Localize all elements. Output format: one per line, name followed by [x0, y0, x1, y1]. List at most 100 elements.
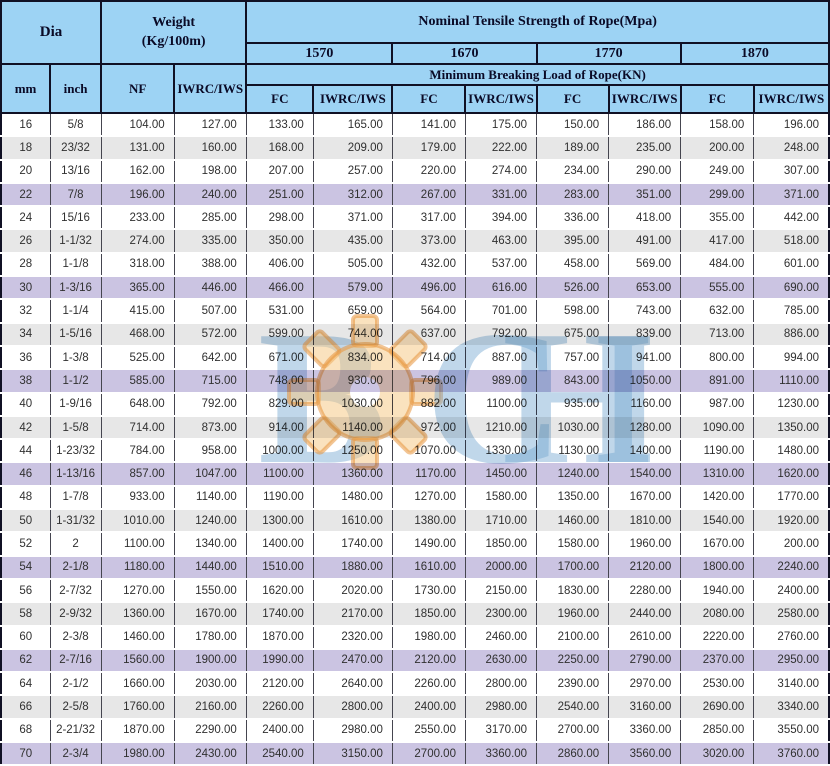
load-1770-iwrc-cell: 1810.00: [608, 509, 682, 534]
weight-iwrc-cell: 1240.00: [174, 509, 247, 534]
load-1770-iwrc-cell: 3560.00: [608, 742, 682, 766]
load-1770-iwrc-cell: 290.00: [608, 159, 682, 184]
dia-mm-cell: 62: [1, 648, 51, 674]
load-1670-iwrc-cell: 2150.00: [465, 578, 538, 604]
load-1870-iwrc-cell: 994.00: [753, 345, 830, 371]
dia-inch-cell: 2-21/32: [50, 718, 102, 744]
dia-mm-cell: 40: [1, 392, 51, 417]
load-1770-iwrc-cell: 2120.00: [608, 555, 682, 580]
table-row: 50 1-31/32 1010.00 1240.00 1300.00 1610.00 138…: [1, 509, 830, 534]
load-1870-iwrc-cell: 248.00: [753, 136, 830, 161]
table-row: 58 2-9/32 1360.00 1670.00 1740.00 2170.00 1850…: [1, 602, 830, 627]
load-1670-fc-cell: 714.00: [392, 345, 466, 371]
load-1670-iwrc-cell: 2980.00: [465, 695, 538, 720]
dia-mm-cell: 28: [1, 252, 51, 278]
load-1870-fc-cell: 1670.00: [680, 532, 755, 557]
table-row: 64 2-1/2 1660.00 2030.00 2120.00 2640.00 2260.…: [1, 672, 830, 697]
weight-iwrc-cell: 1670.00: [174, 602, 247, 627]
load-1870-fc-cell: 249.00: [680, 159, 755, 184]
load-1870-fc-cell: 200.00: [680, 136, 755, 161]
load-1870-iwrc-cell: 2400.00: [753, 578, 830, 604]
load-1670-fc-cell: 141.00: [392, 113, 466, 138]
load-1770-fc-cell: 935.00: [536, 392, 610, 417]
weight-iwrc-cell: 873.00: [174, 415, 247, 441]
load-1670-fc-cell: 1980.00: [392, 625, 466, 650]
dia-inch-cell: 2-1/8: [50, 555, 102, 580]
load-1770-fc-cell: 395.00: [536, 229, 610, 254]
load-1770-fc-cell: 1350.00: [536, 485, 610, 511]
weight-nf-cell: 274.00: [101, 229, 175, 254]
load-1570-iwrc-cell: 2470.00: [313, 648, 393, 674]
load-1570-fc-cell: 207.00: [246, 159, 314, 184]
weight-iwrc-cell: 1340.00: [174, 532, 247, 557]
weight-iwrc-cell: 642.00: [174, 345, 247, 371]
header-weight-unit: (Kg/100m): [141, 33, 206, 49]
header-1570-iwrc: IWRC/IWS: [312, 84, 394, 114]
load-1570-fc-cell: 531.00: [246, 299, 314, 324]
dia-mm-cell: 30: [1, 276, 51, 301]
load-1670-fc-cell: 2260.00: [392, 672, 466, 697]
header-weight-label: Weight: [152, 15, 196, 31]
load-1870-fc-cell: 2850.00: [680, 718, 755, 744]
load-1570-iwrc-cell: 505.00: [313, 252, 393, 278]
header-nf: NF: [100, 63, 176, 114]
load-1870-iwrc-cell: 307.00: [753, 159, 830, 184]
dia-inch-cell: 1-1/8: [50, 252, 102, 278]
load-1670-fc-cell: 2700.00: [392, 742, 466, 766]
load-1870-iwrc-cell: 886.00: [753, 322, 830, 347]
dia-mm-cell: 36: [1, 345, 51, 371]
weight-nf-cell: 1180.00: [101, 555, 175, 580]
load-1870-fc-cell: 2530.00: [680, 672, 755, 697]
dia-inch-cell: 7/8: [50, 182, 102, 208]
dia-inch-cell: 23/32: [50, 136, 102, 161]
load-1670-iwrc-cell: 463.00: [465, 229, 538, 254]
load-1870-iwrc-cell: 1480.00: [753, 439, 830, 464]
load-1670-iwrc-cell: 1100.00: [465, 392, 538, 417]
load-1570-fc-cell: 298.00: [246, 206, 314, 231]
table-row: 22 7/8 196.00 240.00 251.00 312.00 267.00 331.0…: [1, 182, 830, 208]
load-1770-iwrc-cell: 1160.00: [608, 392, 682, 417]
dia-inch-cell: 2-7/32: [50, 578, 102, 604]
load-1870-iwrc-cell: 2240.00: [753, 555, 830, 580]
weight-nf-cell: 162.00: [101, 159, 175, 184]
dia-inch-cell: 2-3/8: [50, 625, 102, 650]
header-dia: Dia: [0, 0, 103, 65]
load-1770-fc-cell: 1030.00: [536, 415, 610, 441]
header-1670-fc: FC: [391, 84, 467, 114]
load-1570-fc-cell: 406.00: [246, 252, 314, 278]
load-1570-iwrc-cell: 209.00: [313, 136, 393, 161]
load-1770-iwrc-cell: 569.00: [608, 252, 682, 278]
table-row: 18 23/32 131.00 160.00 168.00 209.00 179.00 222…: [1, 136, 830, 161]
load-1870-fc-cell: 2220.00: [680, 625, 755, 650]
load-1670-iwrc-cell: 887.00: [465, 345, 538, 371]
load-1870-fc-cell: 355.00: [680, 206, 755, 231]
weight-nf-cell: 468.00: [101, 322, 175, 347]
header-grade-1770: 1770: [535, 42, 682, 65]
load-1570-fc-cell: 1620.00: [246, 578, 314, 604]
table-row: 56 2-7/32 1270.00 1550.00 1620.00 2020.00 1730…: [1, 578, 830, 604]
header-grade-1570: 1570: [245, 42, 394, 65]
dia-mm-cell: 66: [1, 695, 51, 720]
load-1770-iwrc-cell: 418.00: [608, 206, 682, 231]
load-1570-iwrc-cell: 1030.00: [313, 392, 393, 417]
load-1670-fc-cell: 2400.00: [392, 695, 466, 720]
weight-nf-cell: 1010.00: [101, 509, 175, 534]
weight-iwrc-cell: 1047.00: [174, 462, 247, 487]
dia-inch-cell: 1-5/8: [50, 415, 102, 441]
load-1570-iwrc-cell: 312.00: [313, 182, 393, 208]
dia-mm-cell: 64: [1, 672, 51, 697]
dia-mm-cell: 56: [1, 578, 51, 604]
header-1770-fc: FC: [535, 84, 610, 114]
load-1670-fc-cell: 2550.00: [392, 718, 466, 744]
load-1570-iwrc-cell: 1880.00: [313, 555, 393, 580]
load-1670-iwrc-cell: 175.00: [465, 113, 538, 138]
table-row: 16 5/8 104.00 127.00 133.00 165.00 141.00 175.0…: [1, 113, 830, 138]
load-1770-fc-cell: 283.00: [536, 182, 610, 208]
weight-iwrc-cell: 572.00: [174, 322, 247, 347]
weight-nf-cell: 648.00: [101, 392, 175, 417]
load-1670-iwrc-cell: 2460.00: [465, 625, 538, 650]
weight-nf-cell: 585.00: [101, 369, 175, 394]
load-1670-fc-cell: 796.00: [392, 369, 466, 394]
load-1770-iwrc-cell: 1400.00: [608, 439, 682, 464]
load-1770-fc-cell: 2390.00: [536, 672, 610, 697]
